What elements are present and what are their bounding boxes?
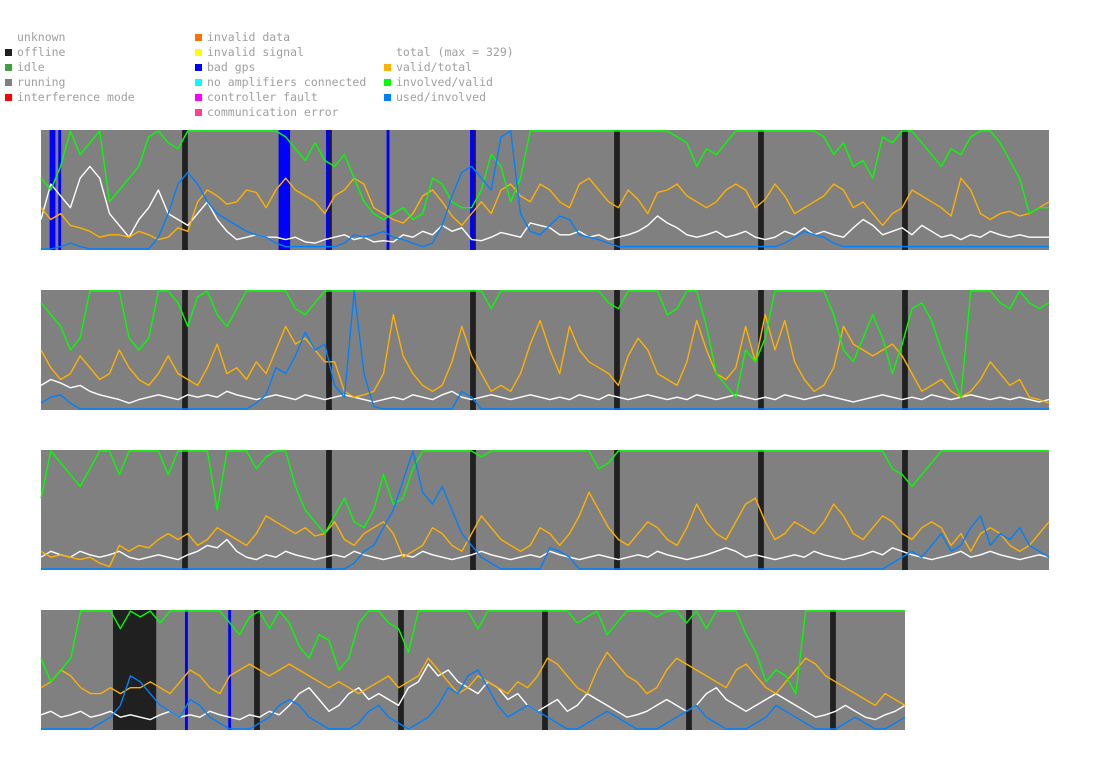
- legend-swatch: [195, 94, 202, 101]
- strip-1-offline-band: [182, 130, 188, 250]
- legend-label: total (max = 329): [396, 45, 514, 59]
- strip-4-involved-valid-line: [40, 610, 905, 695]
- strip-3-involved-valid-line: [40, 450, 1049, 535]
- strip-3-offline-band: [326, 450, 332, 570]
- strip-3-used-involved-line: [41, 450, 1050, 570]
- strip-4-offline-band: [113, 610, 157, 730]
- strip-2-offline-band: [182, 290, 188, 410]
- strip-2-total-line: [40, 378, 1050, 404]
- legend-item-controller-fault: controller fault: [195, 90, 366, 105]
- strip-4-valid-total-line: [40, 651, 906, 707]
- strip-1-offline-band: [614, 130, 620, 250]
- strip-1-bad-gps-band: [470, 130, 475, 250]
- legend-item-unknown: unknown: [5, 30, 135, 45]
- strip-3-total-line: [40, 538, 1050, 561]
- legend-swatch: [195, 49, 202, 56]
- legend-label: offline: [17, 45, 66, 59]
- legend-item-idle: idle: [5, 60, 135, 75]
- strip-3-offline-band: [182, 450, 188, 570]
- legend-item-bad-gps: bad gps: [195, 60, 366, 75]
- legend-swatch: [384, 64, 391, 71]
- strip-2-offline-band: [470, 290, 476, 410]
- legend-item-total: total (max = 329): [384, 45, 514, 60]
- legend-label: unknown: [17, 30, 66, 44]
- strip-1-offline-band: [758, 130, 764, 250]
- legend-label: bad gps: [207, 60, 256, 74]
- legend-swatch: [5, 49, 12, 56]
- strip-2-offline-band: [902, 290, 908, 410]
- legend-label: running: [17, 75, 66, 89]
- strip-4-offline-band: [686, 610, 692, 730]
- strip-2-involved-valid-line: [40, 290, 1050, 398]
- legend-item-valid-total: valid/total: [384, 60, 514, 75]
- legend-label: interference mode: [17, 90, 135, 104]
- strip-1-bad-gps-band: [278, 130, 291, 250]
- legend-item-no-amplifiers: no amplifiers connected: [195, 75, 366, 90]
- legend-status: unknown offline idle running interferenc…: [5, 30, 135, 105]
- strip-4-offline-band: [542, 610, 548, 730]
- strip-4-offline-band: [254, 610, 260, 730]
- strip-2-offline-band: [614, 290, 620, 410]
- legend-item-invalid-signal: invalid signal: [195, 45, 366, 60]
- legend-label: valid/total: [396, 60, 473, 74]
- strip-1-involved-valid-line: [40, 130, 1049, 221]
- strip-4-total-line: [40, 663, 906, 721]
- strip-3-offline-band: [614, 450, 620, 570]
- legend-label: idle: [17, 60, 45, 74]
- strip-3-offline-band: [470, 450, 476, 570]
- legend-swatch: [384, 94, 391, 101]
- legend-swatch: [5, 64, 12, 71]
- legend-item-interference: interference mode: [5, 90, 135, 105]
- legend-label: invalid signal: [207, 45, 304, 59]
- legend-label: involved/valid: [396, 75, 493, 89]
- legend-item-offline: offline: [5, 45, 135, 60]
- strip-3-offline-band: [902, 450, 908, 570]
- legend-item-involved-valid: involved/valid: [384, 75, 514, 90]
- legend-swatch: [195, 34, 202, 41]
- legend-swatch: [384, 79, 391, 86]
- legend-label: no amplifiers connected: [207, 75, 367, 89]
- legend-item-used-involved: used/involved: [384, 90, 514, 105]
- strip-4-offline-band: [830, 610, 836, 730]
- strip-2-valid-total-line: [40, 313, 1050, 404]
- strip-3-valid-total-line: [40, 491, 1050, 568]
- strip-2-used-involved-line: [40, 290, 1049, 410]
- strip-1-used-involved-line: [41, 130, 1049, 250]
- strip-3-background: [41, 450, 1049, 570]
- legend-item-running: running: [5, 75, 135, 90]
- strip-1-bad-gps-band: [49, 130, 56, 250]
- legend-item-invalid-data: invalid data: [195, 30, 366, 45]
- legend-label: communication error: [207, 105, 339, 119]
- legend-errors: invalid data invalid signal bad gps no a…: [195, 30, 366, 120]
- legend-metrics: total (max = 329) valid/total involved/v…: [384, 45, 514, 105]
- strip-4-offline-band: [398, 610, 404, 730]
- legend-swatch: [195, 109, 202, 116]
- legend-swatch: [195, 79, 202, 86]
- strip-1-offline-band: [902, 130, 908, 250]
- legend-swatch: [5, 79, 12, 86]
- legend-swatch: [5, 94, 12, 101]
- legend-swatch: [195, 64, 202, 71]
- strip-1-bad-gps-band: [386, 130, 390, 250]
- strip-4-used-involved-line: [41, 669, 906, 730]
- strip-1-valid-total-line: [40, 177, 1050, 241]
- strip-4-bad-gps-band: [185, 610, 188, 730]
- strip-1-background: [41, 130, 1049, 250]
- strip-4-bad-gps-band: [228, 610, 232, 730]
- strip-2-background: [41, 290, 1049, 410]
- strip-2-offline-band: [326, 290, 332, 410]
- legend-label: invalid data: [207, 30, 291, 44]
- legend-label: controller fault: [207, 90, 318, 104]
- legend-label: used/involved: [396, 90, 487, 104]
- strip-1-bad-gps-band: [58, 130, 62, 250]
- legend-item-communication-error: communication error: [195, 105, 366, 120]
- strip-1-bad-gps-band: [326, 130, 329, 250]
